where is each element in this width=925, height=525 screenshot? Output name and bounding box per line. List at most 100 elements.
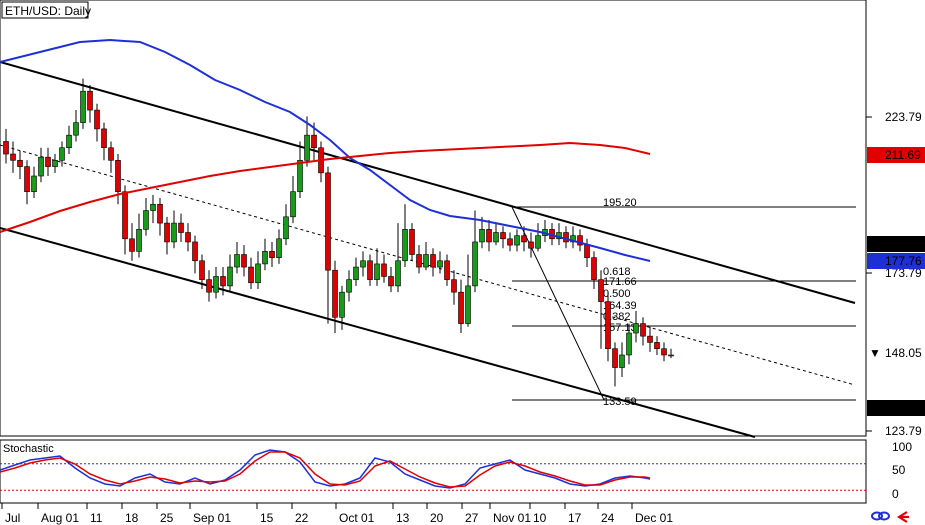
candle-body — [150, 203, 156, 211]
candle-body — [584, 244, 590, 258]
price-badge — [867, 345, 925, 361]
candle-body — [451, 279, 457, 293]
stoch-tick-label: 50 — [892, 463, 906, 477]
candle-body — [465, 285, 471, 324]
candle-body — [668, 354, 674, 357]
stochastic-panel — [0, 439, 867, 504]
channel-lower-line — [0, 227, 756, 438]
price-badge — [867, 400, 925, 416]
candle-body — [339, 291, 345, 318]
candle-body — [458, 291, 464, 324]
fib-label: 0.618 — [603, 266, 631, 278]
candle-body — [647, 335, 653, 343]
candle-body — [157, 203, 163, 224]
stoch-d-line — [0, 451, 651, 488]
fib-label: 164.39 — [603, 300, 637, 312]
candle-body — [199, 260, 205, 280]
candle-body — [423, 254, 429, 268]
candle-body — [577, 235, 583, 246]
fib-label: 157.13 — [603, 322, 637, 334]
fib-label: 0.500 — [603, 288, 631, 300]
price-marker: ▼ — [869, 346, 881, 360]
candle-body — [514, 235, 520, 246]
candle-body — [304, 134, 310, 161]
candle-body — [283, 216, 289, 240]
candle-body — [640, 323, 646, 337]
candle-body — [136, 229, 142, 252]
candle-body — [507, 238, 513, 246]
time-tick-label: Nov 01 — [493, 511, 531, 525]
stochastic-title: Stochastic — [3, 443, 54, 455]
time-tick-label: Aug 01 — [41, 511, 79, 525]
price-tick-label: 223.79 — [885, 110, 922, 124]
candle-body — [171, 222, 177, 243]
candle-body — [290, 191, 296, 218]
candle-body — [360, 260, 366, 268]
candle-body — [374, 263, 380, 280]
time-tick-label: Sep 01 — [193, 511, 231, 525]
candle-body — [479, 229, 485, 243]
time-tick-label: 24 — [601, 511, 615, 525]
time-tick-label: 17 — [568, 511, 582, 525]
chart-title: ETH/USD: Daily — [5, 4, 91, 18]
candle-body — [535, 235, 541, 249]
candle-body — [164, 222, 170, 243]
candle-body — [297, 160, 303, 193]
time-tick-label: Jul — [5, 511, 20, 525]
price-tick-label: 123.79 — [885, 424, 922, 438]
sma-fast-line — [0, 38, 651, 262]
candle-body — [52, 160, 58, 167]
candle-body — [87, 90, 93, 111]
candle-body — [402, 229, 408, 262]
candle-body — [17, 160, 23, 167]
candle-body — [80, 90, 86, 123]
stoch-k-line — [0, 449, 651, 489]
main-panel — [0, 0, 867, 437]
candle-body — [346, 279, 352, 293]
candle-body — [381, 263, 387, 277]
candle-body — [521, 235, 527, 243]
link-icon[interactable] — [871, 511, 890, 521]
stoch-tick-label: 0 — [892, 487, 899, 501]
candle-body — [255, 263, 261, 284]
candle-body — [241, 254, 247, 268]
candle-body — [101, 128, 107, 149]
candle-body — [38, 156, 44, 177]
candle-body — [633, 323, 639, 334]
candle-body — [143, 210, 149, 230]
candle-body — [591, 257, 597, 280]
candle-body — [528, 241, 534, 249]
title-box — [1, 1, 89, 19]
time-tick-label: 15 — [260, 511, 274, 525]
candle-body — [444, 260, 450, 280]
price-badge-label: 211.69 — [885, 148, 921, 162]
candle-body — [563, 232, 569, 243]
candle-body — [115, 160, 121, 193]
stoch-tick-label: 100 — [892, 440, 912, 454]
time-tick-label: 13 — [396, 511, 410, 525]
fib-trend-line — [511, 206, 605, 401]
candle-body — [619, 354, 625, 368]
candle-body — [472, 241, 478, 287]
candle-body — [185, 232, 191, 243]
candle-body — [227, 266, 233, 287]
candle-body — [213, 276, 219, 293]
candle-body — [661, 348, 667, 356]
time-tick-label: 27 — [465, 511, 479, 525]
candle-body — [31, 175, 37, 193]
candle-body — [416, 254, 422, 268]
candle-body — [234, 254, 240, 268]
time-tick-label: 22 — [295, 511, 309, 525]
price-tick-label: 173.79 — [885, 266, 922, 280]
candle-body — [486, 229, 492, 243]
back-arrow-icon[interactable] — [896, 511, 909, 523]
price-badge — [867, 253, 925, 269]
candle-body — [598, 279, 604, 302]
time-tick-label: 10 — [533, 511, 547, 525]
candle-body — [269, 251, 275, 258]
fib-label: 195.20 — [603, 197, 637, 209]
candle-body — [24, 166, 30, 193]
candle-body — [395, 260, 401, 287]
candle-body — [45, 156, 51, 167]
